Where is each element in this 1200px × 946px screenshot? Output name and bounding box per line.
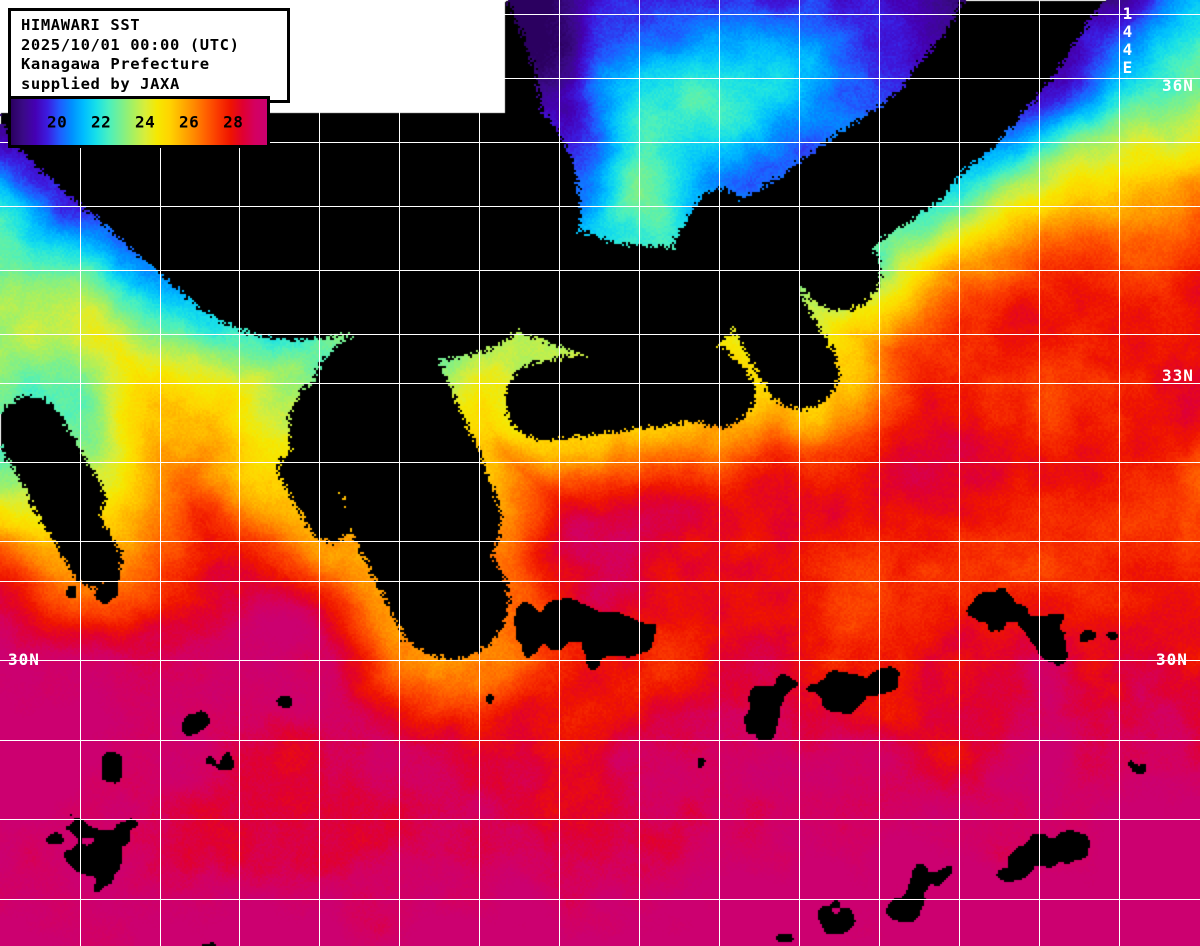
colorbar-tick-22: 22 — [90, 112, 112, 132]
title-line-supplier: supplied by JAXA — [21, 74, 180, 93]
colorbar-gradient — [11, 99, 267, 145]
graticule-label-136e: 136E — [478, 4, 497, 76]
title-box: HIMAWARI SST 2025/10/01 00:00 (UTC) Kana… — [8, 8, 290, 103]
colorbar-tick-labels: 20 22 24 26 28 — [11, 99, 267, 145]
title-line-datetime: 2025/10/01 00:00 (UTC) — [21, 35, 240, 54]
graticule-label-30n: 30N — [1156, 650, 1188, 669]
colorbar-tick-24: 24 — [135, 112, 156, 132]
title-line-provider-region: Kanagawa Prefecture — [21, 55, 210, 73]
colorbar-tick-26: 26 — [179, 112, 200, 132]
title-line-product: HIMAWARI SST — [21, 16, 141, 34]
graticule-label-33n: 33N — [1162, 366, 1194, 385]
colorbar-legend: 20 22 24 26 28 — [8, 96, 270, 148]
graticule-label-30n: 30N — [8, 650, 40, 669]
colorbar-tick-28: 28 — [223, 112, 244, 132]
graticule-label-36n: 36N — [1162, 76, 1194, 95]
colorbar-tick-20: 20 — [46, 112, 68, 132]
graticule-label-144e: 144E — [1118, 4, 1137, 76]
